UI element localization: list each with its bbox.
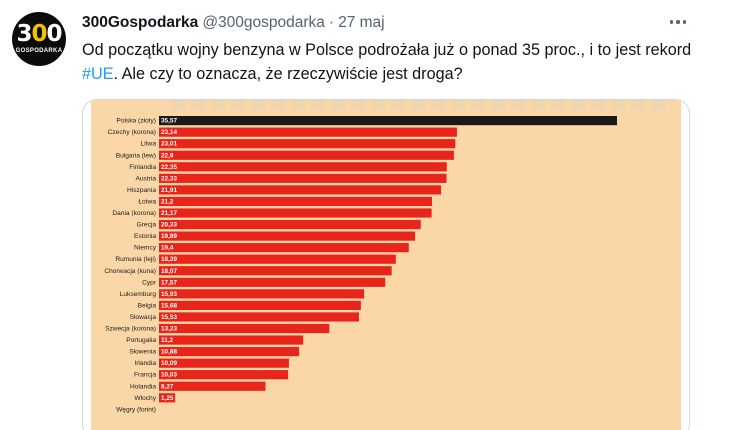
bar <box>159 300 361 310</box>
bar <box>159 173 447 183</box>
bar-value-label: 17,57 <box>161 279 177 286</box>
category-label: Francja <box>134 372 156 379</box>
category-label: Luksemburg <box>120 291 157 298</box>
hashtag-link[interactable]: #UE <box>82 65 114 83</box>
bar <box>159 266 392 276</box>
bar <box>159 370 289 380</box>
more-horizontal-icon <box>669 20 674 24</box>
category-label: Dania (korona) <box>112 210 156 217</box>
category-label: Belgia <box>138 302 157 309</box>
category-label: Bułgaria (lew) <box>116 152 156 159</box>
bar <box>159 219 421 230</box>
bar <box>159 358 289 368</box>
category-label: Grecja <box>137 222 157 229</box>
category-label: Finlandia <box>129 164 156 171</box>
tweet-text: Od początku wojny benzyna w Polsce podro… <box>82 38 692 86</box>
bar-value-label: 21,2 <box>161 198 174 205</box>
bar <box>159 231 416 241</box>
tweet-text-part: . Ale czy to oznacza, że rzeczywiście je… <box>113 65 463 83</box>
category-label: Węgry (forint) <box>116 406 156 413</box>
separator-dot: · <box>328 14 335 31</box>
bar-value-label: 23,14 <box>161 129 177 136</box>
bar-value-label: 1,25 <box>161 395 174 402</box>
bar-value-label: 22,35 <box>161 164 177 171</box>
category-label: Szwecja (korona) <box>105 326 156 333</box>
avatar-logo-subtitle: GOSPODARKA <box>15 48 63 54</box>
category-label: Rumunia (leji) <box>115 256 156 263</box>
category-label: Irlandia <box>134 360 156 367</box>
category-label: Słowacja <box>130 314 157 321</box>
bar <box>159 116 617 126</box>
bar-value-label: 23,01 <box>161 141 177 148</box>
bar <box>159 254 396 264</box>
category-label: Austria <box>135 175 156 182</box>
category-label: Słowenia <box>129 349 156 356</box>
bar-value-label: 11,2 <box>161 337 174 344</box>
category-label: Estonia <box>134 233 156 240</box>
category-label: Łotwa <box>138 198 156 205</box>
bar-value-label: 15,68 <box>161 302 177 309</box>
category-label: Hiszpania <box>127 187 156 194</box>
chart-header-strip <box>173 100 673 110</box>
bar <box>159 347 300 357</box>
category-label: Włochy <box>134 395 156 402</box>
category-label: Chorwacja (kuna) <box>104 268 156 275</box>
category-label: Czechy (korona) <box>108 129 156 136</box>
more-options-button[interactable] <box>664 10 692 34</box>
bar-value-label: 21,17 <box>161 210 177 217</box>
tweet-header: 300Gospodarka @300gospodarka · 27 maj <box>82 12 385 34</box>
bar <box>159 162 447 172</box>
bar-value-label: 20,33 <box>161 222 177 229</box>
bar-value-label: 35,57 <box>161 118 177 125</box>
bar <box>159 150 454 160</box>
tweet-date[interactable]: 27 maj <box>338 14 385 31</box>
bar-value-label: 15,53 <box>161 314 177 321</box>
bar <box>159 323 330 334</box>
bar <box>159 243 409 253</box>
bar <box>159 139 456 149</box>
bar <box>159 277 386 287</box>
category-label: Polska (złoty) <box>116 118 156 125</box>
bar-value-label: 10,09 <box>161 360 177 367</box>
bar-value-label: 18,39 <box>161 256 177 263</box>
category-label: Portugalia <box>126 337 156 344</box>
category-label: Cypr <box>142 279 157 286</box>
bar <box>159 393 176 403</box>
bar <box>159 312 359 322</box>
bar-value-label: 22,33 <box>161 175 177 182</box>
bar <box>159 289 365 299</box>
bar-value-label: 13,23 <box>161 326 177 333</box>
tweet-media-image[interactable]: Polska (złoty) 35,57 Czechy (korona) 23,14 L… <box>82 99 690 430</box>
display-name[interactable]: 300Gospodarka <box>82 14 199 31</box>
bar-value-label: 19,89 <box>161 233 177 240</box>
avatar[interactable]: 300 GOSPODARKA <box>12 12 66 66</box>
bar <box>159 381 266 391</box>
user-handle[interactable]: @300gospodarka <box>202 14 325 31</box>
bar-value-label: 19,4 <box>161 245 174 252</box>
bar-value-label: 10,03 <box>161 372 177 379</box>
fuel-price-chart: Polska (złoty) 35,57 Czechy (korona) 23,14 L… <box>104 116 617 413</box>
category-label: Litwa <box>141 141 157 148</box>
bar-value-label: 8,27 <box>161 383 174 390</box>
bar <box>159 208 432 218</box>
bar-value-label: 22,9 <box>161 152 174 159</box>
bar-value-label: 21,91 <box>161 187 177 194</box>
bar-value-label: 18,07 <box>161 268 177 275</box>
avatar-logo-number: 300 <box>16 21 62 47</box>
category-label: Holandia <box>130 383 156 390</box>
tweet-text-part: Od początku wojny benzyna w Polsce podro… <box>82 41 692 59</box>
bar <box>159 335 304 345</box>
bar <box>159 185 442 195</box>
bar <box>159 127 457 137</box>
category-label: Niemcy <box>134 245 157 252</box>
bar-value-label: 15,93 <box>161 291 177 298</box>
bar <box>159 196 432 207</box>
bar-value-label: 10,88 <box>161 349 177 356</box>
